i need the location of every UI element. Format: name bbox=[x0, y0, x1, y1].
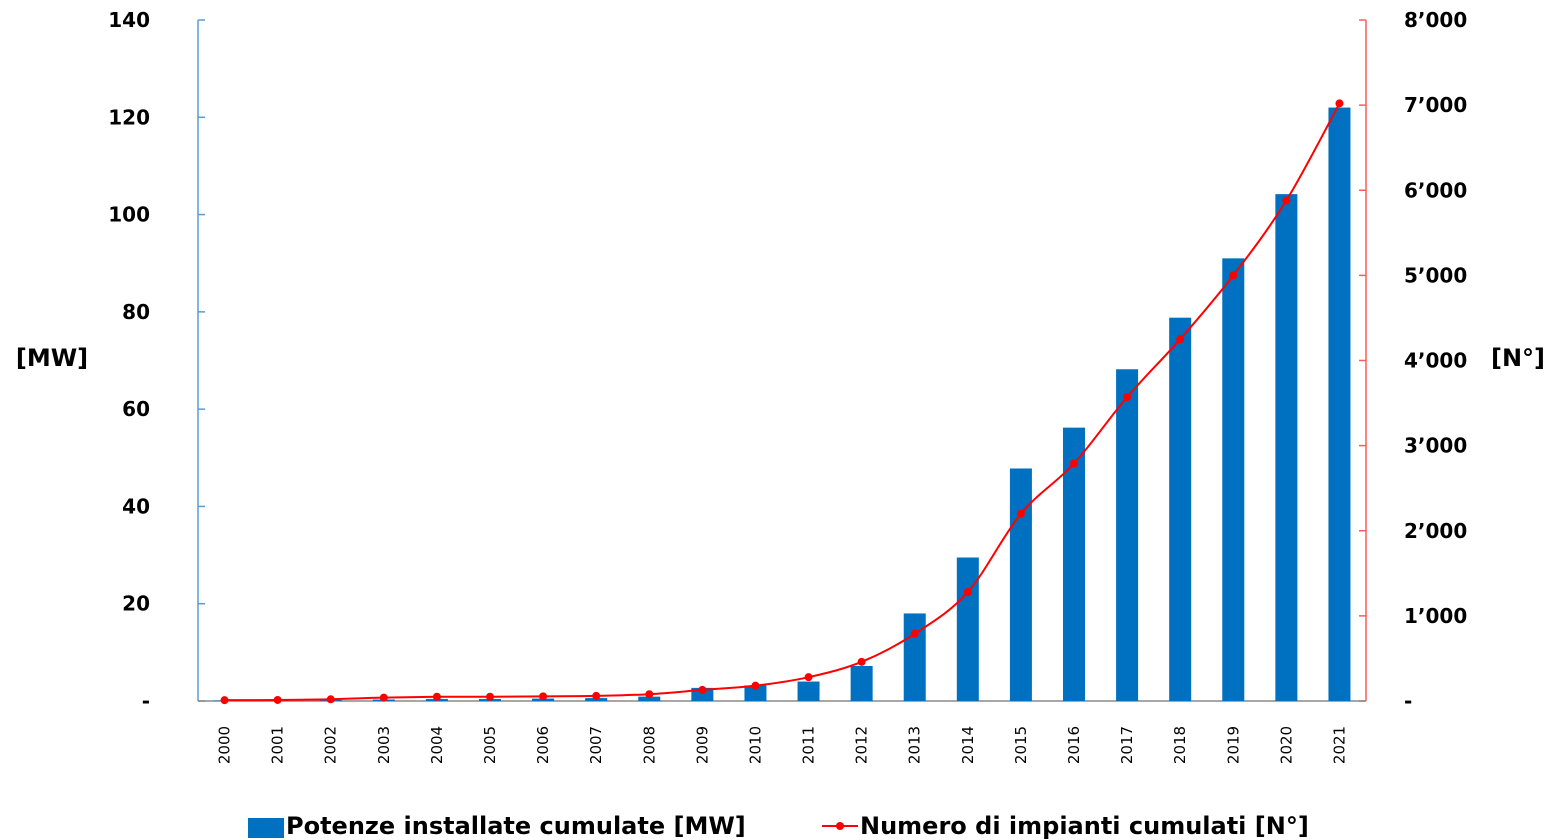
bar bbox=[903, 613, 926, 701]
right-axis-tick-label: 7’000 bbox=[1404, 93, 1467, 117]
line-point bbox=[910, 629, 919, 638]
bar bbox=[1222, 258, 1245, 701]
bar bbox=[638, 696, 661, 701]
x-axis-tick-label: 2000 bbox=[216, 726, 234, 764]
bar bbox=[956, 557, 979, 701]
bar bbox=[850, 665, 873, 701]
x-axis-tick-label: 2020 bbox=[1277, 726, 1295, 764]
line-point bbox=[1070, 459, 1078, 468]
legend-label-line: Numero di impianti cumulati [N°] bbox=[860, 812, 1309, 840]
x-axis-tick-label: 2011 bbox=[800, 726, 818, 764]
line-series bbox=[220, 99, 1344, 705]
left-axis-tick-label: 40 bbox=[122, 494, 150, 518]
left-axis-tick-label: 80 bbox=[122, 300, 150, 324]
x-axis-tick-label: 2002 bbox=[322, 726, 340, 764]
x-axis-tick-label: 2001 bbox=[269, 726, 287, 764]
x-axis-tick-label: 2007 bbox=[587, 726, 605, 764]
bar bbox=[1328, 107, 1351, 702]
left-axis-tick-label: 140 bbox=[108, 8, 150, 32]
left-axis-tick-label: - bbox=[142, 689, 150, 713]
line-point bbox=[1229, 271, 1238, 280]
x-axis-tick-label: 2015 bbox=[1012, 726, 1030, 764]
x-axis-tick-label: 2016 bbox=[1065, 726, 1083, 764]
line-point bbox=[539, 692, 548, 701]
right-axis-tick-label: 1’000 bbox=[1404, 604, 1467, 628]
bar bbox=[1009, 468, 1032, 701]
line-point bbox=[1176, 335, 1185, 344]
x-axis-tick-label: 2004 bbox=[428, 726, 446, 764]
line-point bbox=[1123, 393, 1132, 402]
legend: Potenze installate cumulate [MW] Numero … bbox=[248, 812, 1309, 840]
right-axis-tick-label: 3’000 bbox=[1404, 434, 1467, 458]
x-axis-tick-label: 2018 bbox=[1171, 726, 1189, 764]
x-axis-tick-label: 2014 bbox=[959, 726, 977, 764]
legend-line-marker bbox=[836, 822, 844, 830]
line-point bbox=[857, 657, 866, 666]
left-axis-tick-label: 120 bbox=[108, 105, 150, 129]
x-axis-tick-label: 2013 bbox=[906, 726, 924, 764]
right-axis-tick-label: 2’000 bbox=[1404, 519, 1467, 543]
bar bbox=[1063, 427, 1085, 701]
left-axis-tick-label: 100 bbox=[108, 203, 150, 227]
line-point bbox=[645, 690, 654, 699]
x-axis-tick-label: 2006 bbox=[534, 726, 552, 764]
line-point bbox=[963, 588, 972, 597]
line-point bbox=[486, 692, 494, 701]
right-axis-tick-label: 5’000 bbox=[1404, 263, 1467, 287]
left-axis-label: [MW] bbox=[16, 344, 88, 372]
x-axis-tick-label: 2021 bbox=[1330, 726, 1348, 764]
line-point bbox=[751, 681, 760, 690]
bar bbox=[1116, 369, 1139, 701]
line-point bbox=[220, 696, 229, 705]
line-point bbox=[804, 673, 813, 682]
right-axis-tick-label: 4’000 bbox=[1404, 349, 1467, 373]
bar bbox=[744, 685, 767, 701]
bar bbox=[1169, 317, 1192, 701]
bar bbox=[1275, 194, 1298, 702]
x-axis-tick-label: 2012 bbox=[853, 726, 871, 764]
x-axis-tick-label: 2009 bbox=[693, 726, 711, 764]
line-point bbox=[432, 692, 441, 701]
line-point bbox=[1016, 509, 1025, 518]
line-point bbox=[592, 691, 601, 700]
legend-bar-swatch bbox=[248, 818, 284, 838]
x-axis-tick-label: 2019 bbox=[1224, 726, 1242, 764]
line-point bbox=[273, 695, 282, 704]
line-point bbox=[1335, 99, 1344, 108]
legend-label-bars: Potenze installate cumulate [MW] bbox=[286, 812, 746, 840]
tick-labels: - 20 40 60 80 100 120 140 - 1’000 2’000 3’000 4’000 5… bbox=[108, 8, 1467, 764]
x-axis-tick-label: 2003 bbox=[375, 726, 393, 764]
x-axis-tick-label: 2005 bbox=[481, 726, 499, 764]
line-point bbox=[379, 693, 388, 702]
bar bbox=[797, 681, 820, 701]
line-point bbox=[326, 695, 335, 704]
x-axis-tick-label: 2017 bbox=[1118, 726, 1136, 764]
right-axis-tick-label: - bbox=[1404, 689, 1412, 713]
line-point bbox=[698, 685, 707, 694]
right-axis-tick-label: 8’000 bbox=[1404, 8, 1467, 32]
x-axis-tick-label: 2010 bbox=[746, 726, 764, 764]
x-axis-tick-label: 2008 bbox=[640, 726, 658, 764]
left-axis-tick-label: 60 bbox=[122, 397, 150, 421]
right-axis-label: [N°] bbox=[1491, 344, 1545, 372]
left-axis-tick-label: 20 bbox=[122, 592, 150, 616]
bar-series bbox=[213, 107, 1351, 702]
right-axis-tick-label: 6’000 bbox=[1404, 178, 1467, 202]
line-point bbox=[1282, 196, 1291, 205]
